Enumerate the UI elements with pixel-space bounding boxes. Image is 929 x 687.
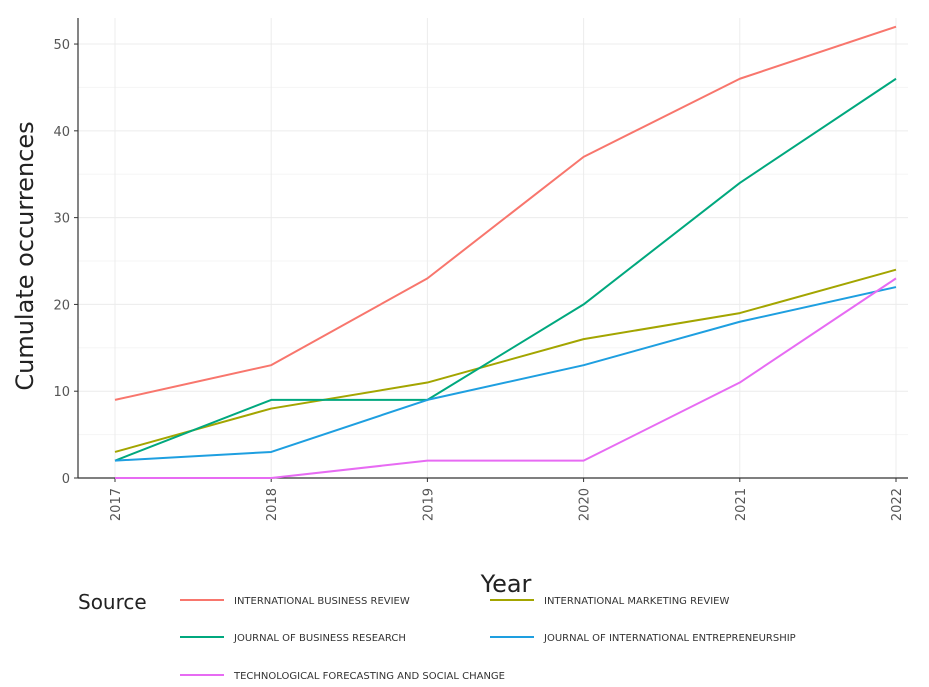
x-tick-label: 2017 — [109, 488, 124, 521]
x-ticks: 2017 2018 2019 2020 2021 2022 — [109, 478, 905, 521]
y-tick-label: 40 — [53, 125, 70, 140]
series-line-5 — [115, 277, 897, 479]
x-tick-label: 2018 — [265, 488, 280, 521]
legend-title: Source — [78, 590, 147, 614]
y-tick-label: 50 — [53, 38, 70, 53]
x-tick-label: 2022 — [890, 488, 905, 521]
x-tick-label: 2020 — [578, 488, 593, 521]
series-line-3 — [114, 77, 897, 462]
y-axis-title: Cumulate occurrences — [11, 121, 39, 390]
y-tick-label: 20 — [53, 298, 70, 313]
legend-label: JOURNAL OF INTERNATIONAL ENTREPRENEURSHI… — [543, 633, 796, 644]
series-line-2 — [114, 268, 897, 453]
grid — [78, 18, 908, 479]
x-tick-label: 2019 — [421, 488, 436, 521]
legend-label: INTERNATIONAL BUSINESS REVIEW — [234, 596, 410, 607]
legend-label: JOURNAL OF BUSINESS RESEARCH — [233, 633, 406, 644]
y-ticks: 0 10 20 30 40 50 — [53, 38, 78, 487]
x-axis-title: Year — [480, 570, 532, 598]
series-line-1 — [114, 25, 897, 401]
y-tick-label: 10 — [53, 385, 70, 400]
legend-label: TECHNOLOGICAL FORECASTING AND SOCIAL CHA… — [233, 671, 505, 682]
series-line-4 — [114, 286, 897, 462]
legend: Source INTERNATIONAL BUSINESS REVIEW INTE… — [78, 590, 796, 682]
y-tick-label: 30 — [53, 212, 70, 227]
series-lines — [114, 25, 897, 479]
y-tick-label: 0 — [62, 472, 70, 487]
x-tick-label: 2021 — [734, 488, 749, 521]
legend-label: INTERNATIONAL MARKETING REVIEW — [544, 596, 729, 607]
